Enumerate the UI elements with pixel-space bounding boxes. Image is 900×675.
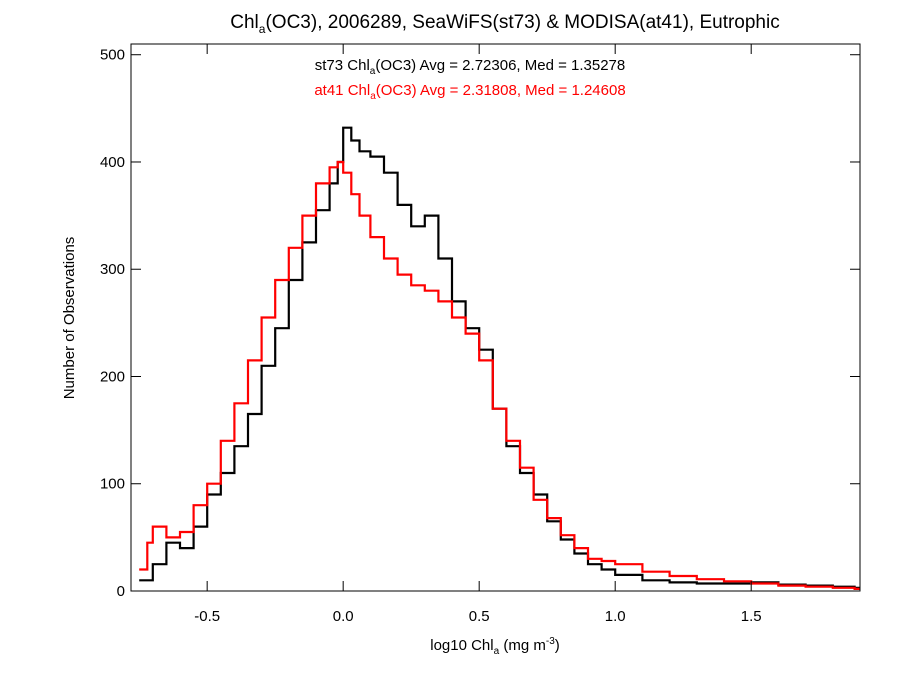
y-tick-label: 200 bbox=[100, 368, 125, 385]
y-tick-label: 300 bbox=[100, 261, 125, 278]
x-tick-label: 1.5 bbox=[741, 608, 762, 625]
y-tick-label: 500 bbox=[100, 47, 125, 64]
y-tick-label: 400 bbox=[100, 154, 125, 171]
series-line-at41 bbox=[139, 160, 860, 590]
y-axis-label: Number of Observations bbox=[61, 237, 78, 400]
stats-line-st73: st73 Chla(OC3) Avg = 2.72306, Med = 1.35… bbox=[315, 57, 626, 77]
plot-area: -0.5 0.0 0.5 1.0 1.5 0 100 200 300 400 500 bbox=[100, 43, 861, 625]
stats-line-at41: at41 Chla(OC3) Avg = 2.31808, Med = 1.24… bbox=[314, 82, 625, 102]
x-tick-label: -0.5 bbox=[194, 608, 220, 625]
y-tick-label: 100 bbox=[100, 476, 125, 493]
y-axis: 0 100 200 300 400 500 bbox=[100, 47, 860, 600]
x-tick-label: 0.0 bbox=[333, 608, 354, 625]
x-axis-label: log10 Chla (mg m-3) bbox=[430, 636, 560, 657]
x-axis: -0.5 0.0 0.5 1.0 1.5 bbox=[194, 44, 762, 625]
stats-legend: st73 Chla(OC3) Avg = 2.72306, Med = 1.35… bbox=[314, 57, 625, 102]
chart-title: Chla(OC3), 2006289, SeaWiFS(st73) & MODI… bbox=[230, 12, 779, 36]
series-layer bbox=[139, 126, 860, 590]
plot-frame bbox=[130, 43, 861, 592]
x-tick-label: 1.0 bbox=[605, 608, 626, 625]
series-line-st73 bbox=[139, 126, 860, 589]
y-tick-label: 0 bbox=[117, 583, 125, 600]
x-tick-label: 0.5 bbox=[469, 608, 490, 625]
